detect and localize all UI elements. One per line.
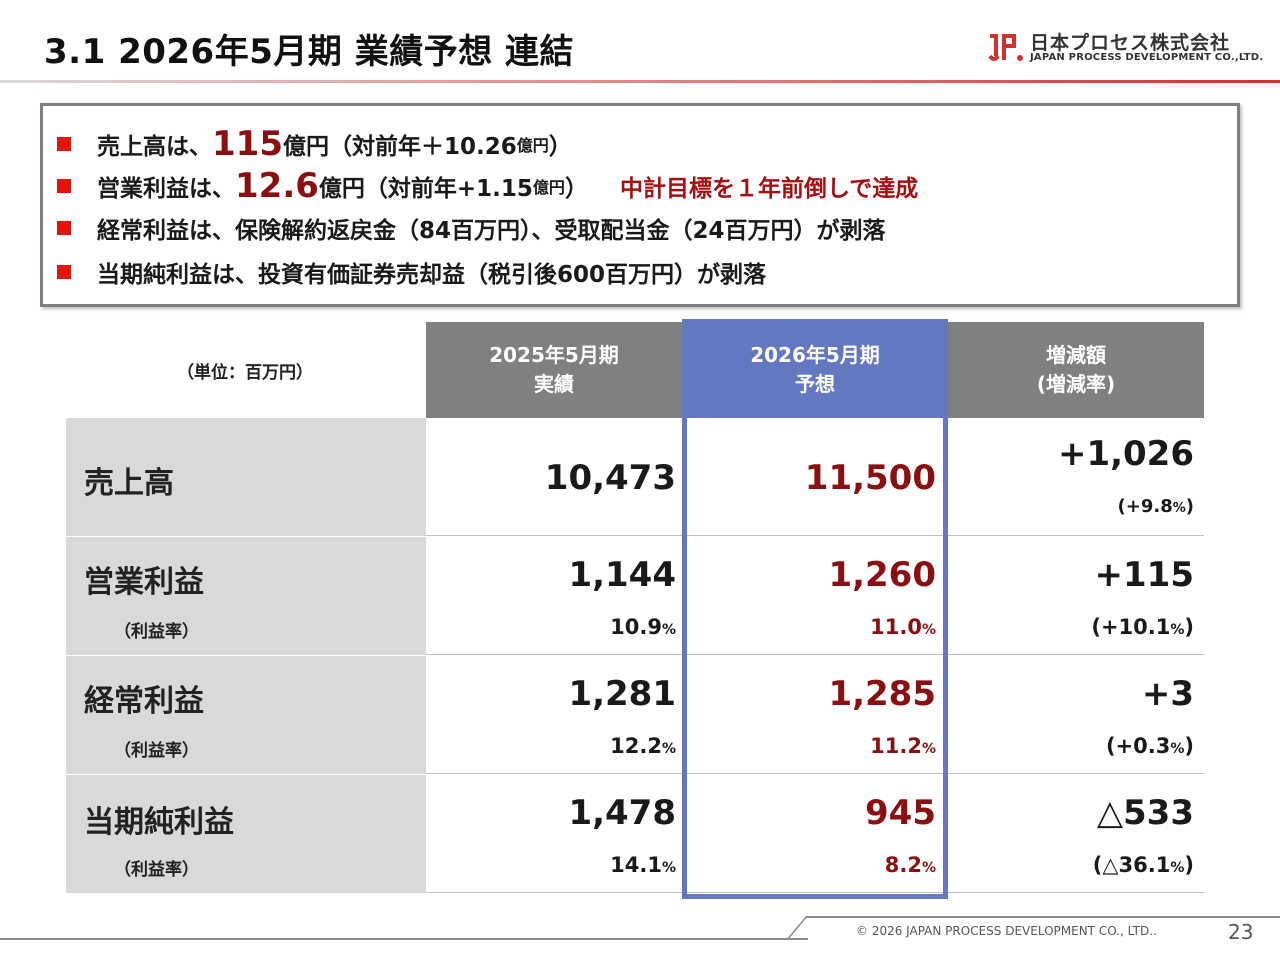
bullet-operating-profit: 営業利益は、 12.6 億円（対前年+1.15 億円 ） 中計目標を１年前倒しで… bbox=[57, 166, 918, 206]
bullet-sales: 売上高は、 115 億円（対前年＋10.26 億円 ） bbox=[57, 124, 572, 164]
prev-margin: 10.9% bbox=[610, 615, 676, 639]
change-rate: (+9.8%) bbox=[1117, 496, 1194, 517]
footer-divider bbox=[0, 938, 808, 940]
table-unit-label: （単位：百万円） bbox=[177, 362, 313, 383]
bullet-square-icon bbox=[57, 265, 71, 279]
company-logo-icon bbox=[988, 34, 1023, 61]
bullet-unit: 億円 bbox=[532, 178, 565, 197]
header-prev-line1: 2025年5月期 bbox=[489, 343, 619, 367]
summary-box: 売上高は、 115 億円（対前年＋10.26 億円 ） 営業利益は、 12.6 … bbox=[40, 103, 1240, 307]
change-value: +1,026 bbox=[1057, 434, 1194, 474]
logo-text-jp: 日本プロセス株式会社 bbox=[1030, 32, 1231, 54]
header-diff-line1: 増減額 bbox=[1046, 343, 1106, 367]
row-sublabel: （利益率） bbox=[114, 741, 199, 761]
header-forecast: 2026年5月期 予想 bbox=[684, 322, 946, 418]
forecast-value: 1,285 bbox=[828, 674, 936, 714]
bullet-text: 億円（対前年+1.15 bbox=[318, 176, 533, 202]
row-sublabel: （利益率） bbox=[114, 860, 199, 880]
prev-value: 10,473 bbox=[544, 458, 676, 498]
bullet-square-icon bbox=[57, 137, 71, 151]
forecast-value: 11,500 bbox=[804, 458, 936, 498]
header-fc-line2: 予想 bbox=[795, 372, 835, 396]
header-diff-line2: (増減率) bbox=[1036, 372, 1116, 396]
change-value: +115 bbox=[1094, 555, 1194, 595]
forecast-margin: 11.2% bbox=[870, 734, 936, 758]
forecast-margin: 11.0% bbox=[870, 615, 936, 639]
bullet-text: 億円（対前年＋10.26 bbox=[282, 134, 517, 160]
prev-value: 1,478 bbox=[568, 793, 676, 833]
bullet-text: 当期純利益は、投資有価証券売却益（税引後600百万円）が剥落 bbox=[97, 262, 767, 288]
footer-divider-diagonal bbox=[785, 916, 808, 940]
change-rate: (△36.1%) bbox=[1092, 853, 1194, 877]
bullet-unit: 億円 bbox=[516, 136, 549, 155]
prev-value: 1,144 bbox=[568, 555, 676, 595]
row-label: 当期純利益 bbox=[84, 805, 234, 840]
row-label-cell bbox=[66, 537, 426, 655]
change-rate: (+10.1%) bbox=[1091, 615, 1194, 639]
table-row-net-profit: 当期純利益 （利益率） 1,478 14.1% 945 8.2% △533 (△… bbox=[66, 775, 1204, 893]
header-change: 増減額 (増減率) bbox=[948, 322, 1204, 418]
prev-margin: 12.2% bbox=[610, 734, 676, 758]
bullet-square-icon bbox=[57, 179, 71, 193]
forecast-margin: 8.2% bbox=[884, 853, 936, 877]
company-logo: 日本プロセス株式会社 JAPAN PROCESS DEVELOPMENT CO.… bbox=[988, 28, 1268, 68]
bullet-text: ） bbox=[564, 176, 588, 202]
forecast-value: 945 bbox=[865, 793, 936, 833]
page-title: 3.1 2026年5月期 業績予想 連結 bbox=[44, 32, 575, 72]
bullet-achievement-note: 中計目標を１年前倒しで達成 bbox=[619, 176, 919, 202]
row-label-cell bbox=[66, 775, 426, 893]
bullet-text: 経常利益は、保険解約返戻金（84百万円）、受取配当金（24百万円）が剥落 bbox=[97, 218, 886, 244]
bullet-highlight-value: 115 bbox=[212, 124, 283, 164]
header-fc-line1: 2026年5月期 bbox=[750, 343, 880, 367]
prev-margin: 14.1% bbox=[610, 853, 676, 877]
row-sublabel: （利益率） bbox=[114, 622, 199, 642]
table-row-ordinary-profit: 経常利益 （利益率） 1,281 12.2% 1,285 11.2% +3 (+… bbox=[66, 656, 1204, 774]
bullet-square-icon bbox=[57, 221, 71, 235]
bullet-text: 売上高は、 bbox=[97, 134, 212, 160]
row-label-cell bbox=[66, 656, 426, 774]
bullet-text: 営業利益は、 bbox=[97, 176, 235, 202]
table-row-operating-profit: 営業利益 （利益率） 1,144 10.9% 1,260 11.0% +115 … bbox=[66, 537, 1204, 655]
header-prev-line2: 実績 bbox=[534, 372, 574, 396]
prev-value: 1,281 bbox=[568, 674, 676, 714]
header-divider bbox=[0, 80, 1280, 83]
header-prev-actual: 2025年5月期 実績 bbox=[426, 322, 682, 418]
bullet-ordinary-profit: 経常利益は、保険解約返戻金（84百万円）、受取配当金（24百万円）が剥落 bbox=[57, 208, 886, 248]
change-value: △533 bbox=[1096, 793, 1194, 833]
change-value: +3 bbox=[1141, 674, 1194, 714]
row-label: 売上高 bbox=[84, 466, 174, 501]
row-label-cell bbox=[66, 418, 426, 536]
page-number: 23 bbox=[1228, 920, 1254, 944]
footer-divider-right bbox=[806, 916, 1280, 918]
row-label: 経常利益 bbox=[84, 684, 204, 719]
change-rate: (+0.3%) bbox=[1105, 734, 1194, 758]
bullet-net-profit: 当期純利益は、投資有価証券売却益（税引後600百万円）が剥落 bbox=[57, 252, 766, 292]
bullet-highlight-value: 12.6 bbox=[235, 166, 319, 206]
forecast-value: 1,260 bbox=[828, 555, 936, 595]
row-label: 営業利益 bbox=[84, 565, 204, 600]
bullet-text: ） bbox=[548, 134, 572, 160]
copyright-text: © 2026 JAPAN PROCESS DEVELOPMENT CO., LT… bbox=[856, 924, 1157, 938]
logo-text-en: JAPAN PROCESS DEVELOPMENT CO.,LTD. bbox=[1030, 52, 1264, 63]
table-row-sales: 売上高 10,473 11,500 +1,026 (+9.8%) bbox=[66, 418, 1204, 536]
